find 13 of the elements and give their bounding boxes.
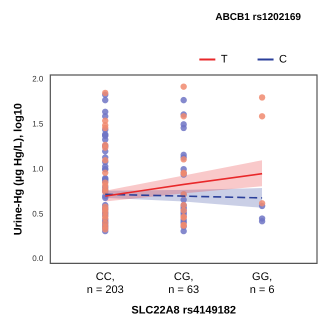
y-tick-label: 0.0 — [32, 254, 44, 264]
y-axis-title: Urine-Hg (µg Hg/L), log10 — [12, 103, 25, 236]
y-tick-label: 2.0 — [32, 74, 44, 84]
y-tick-label: 1.5 — [32, 120, 44, 129]
y-tick-label: 1.0 — [32, 164, 44, 174]
x-tick-label: CC, n = 203 — [86, 271, 124, 296]
x-axis-title: SLC22A8 rs4149182 — [131, 304, 236, 316]
y-tick-label: 0.5 — [32, 209, 44, 218]
x-tick-label: GG, n = 6 — [250, 271, 274, 296]
legend-label: C — [279, 54, 288, 66]
x-tick-label: CG, n = 63 — [168, 271, 200, 296]
legend-label: T — [220, 54, 228, 66]
legend-title: ABCB1 rs1202169 — [215, 12, 302, 23]
